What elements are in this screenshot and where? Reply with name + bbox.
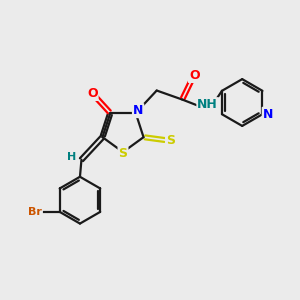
Text: Br: Br [28, 207, 42, 217]
Text: S: S [118, 147, 127, 160]
Text: O: O [189, 69, 200, 82]
Text: N: N [133, 104, 143, 117]
Text: O: O [87, 87, 98, 100]
Text: H: H [67, 152, 76, 162]
Text: NH: NH [197, 98, 218, 111]
Text: N: N [263, 108, 273, 121]
Text: S: S [166, 134, 175, 147]
